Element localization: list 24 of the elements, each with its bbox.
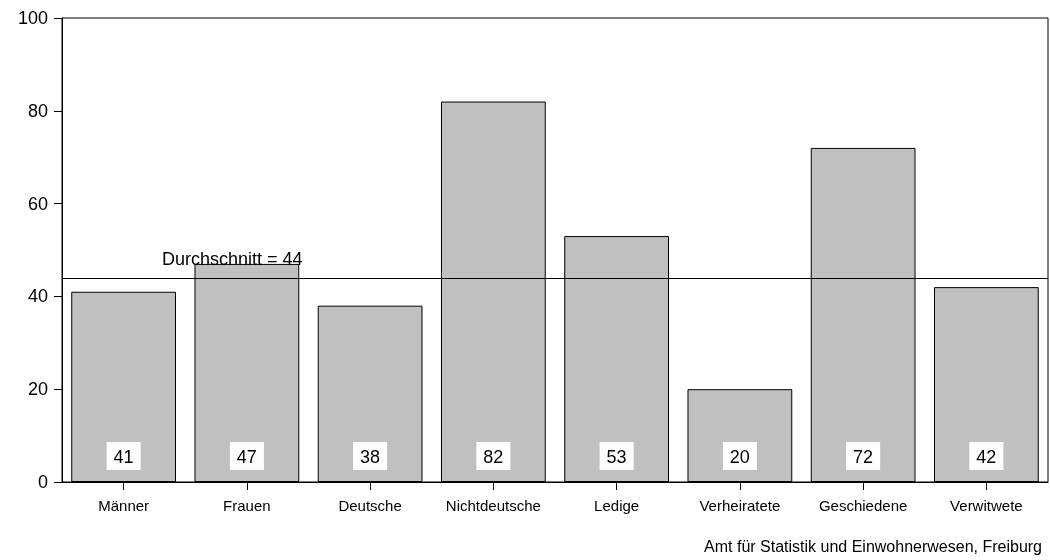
x-tick-label: Ledige <box>594 497 640 514</box>
x-tick-label: Männer <box>98 497 150 514</box>
ref-line-label: Durchschnitt = 44 <box>162 248 303 269</box>
data-label: 47 <box>236 447 257 467</box>
data-label: 42 <box>976 447 997 467</box>
data-label: 53 <box>606 447 627 467</box>
y-tick-label: 0 <box>37 472 48 492</box>
y-tick-label: 20 <box>27 379 48 400</box>
x-tick-label: Verheiratete <box>699 497 781 514</box>
x-tick-label: Verwitwete <box>950 497 1023 514</box>
y-tick-label: 40 <box>27 286 48 307</box>
x-tick-label: Geschiedene <box>818 497 908 514</box>
y-tick-label: 60 <box>27 193 48 214</box>
data-label: 41 <box>113 447 134 467</box>
data-label: 20 <box>729 447 750 467</box>
data-label: 72 <box>853 447 874 467</box>
x-tick-label: Deutsche <box>338 497 402 514</box>
data-label: 82 <box>483 447 504 467</box>
y-tick-label: 80 <box>27 100 48 121</box>
x-tick-label: Frauen <box>223 497 271 514</box>
data-label: 38 <box>360 447 381 467</box>
y-tick-label: 100 <box>17 8 48 28</box>
x-tick-label: Nichtdeutsche <box>445 497 541 514</box>
text: Amt für Statistik und Einwohnerwesen, Freiburg <box>704 537 1043 555</box>
